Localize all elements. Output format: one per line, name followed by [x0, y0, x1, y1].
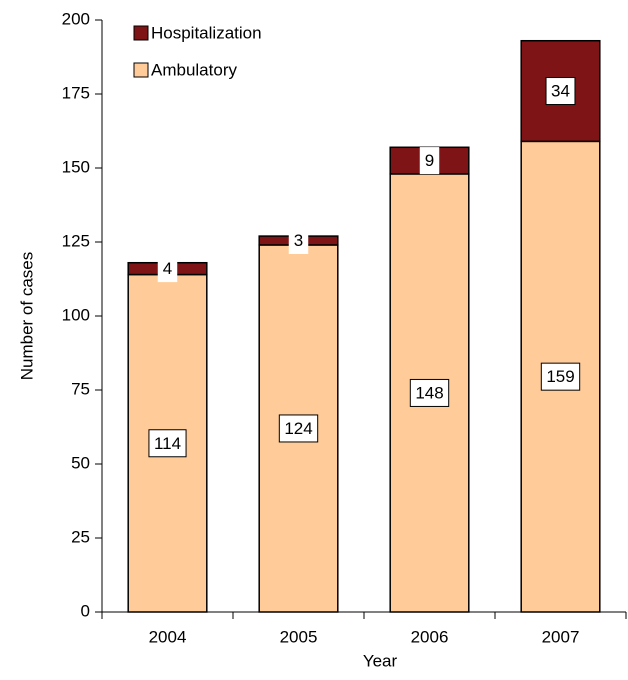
data-label: 124	[284, 419, 312, 438]
x-tick-label: 2004	[149, 627, 187, 646]
data-label-box	[540, 362, 581, 391]
y-tick-label: 75	[71, 379, 90, 398]
data-label: 114	[154, 434, 181, 453]
y-tick-label: 50	[71, 453, 90, 472]
y-tick-label: 125	[62, 231, 90, 250]
legend-swatch	[133, 62, 149, 78]
y-tick-label: 200	[62, 9, 90, 28]
data-label: 9	[425, 151, 434, 170]
y-tick-label: 100	[62, 305, 90, 324]
data-label-box	[419, 147, 440, 175]
data-label: 148	[415, 383, 443, 402]
y-tick-label: 0	[81, 601, 90, 620]
data-label-box	[288, 227, 309, 255]
legend-label: Ambulatory	[151, 60, 237, 79]
data-label: 34	[551, 82, 570, 101]
y-tick-label: 175	[62, 83, 90, 102]
y-tick-label: 25	[71, 527, 90, 546]
y-axis-label: Number of cases	[17, 252, 36, 381]
legend-swatch	[133, 25, 149, 41]
y-tick-label: 150	[62, 157, 90, 176]
x-tick-label: 2005	[280, 627, 318, 646]
x-axis-label: Year	[363, 651, 398, 670]
data-label: 159	[546, 367, 574, 386]
x-tick-label: 2007	[542, 627, 580, 646]
x-tick-label: 2006	[411, 627, 449, 646]
data-label-box	[157, 255, 178, 283]
data-label-box	[545, 77, 576, 106]
legend-label: Hospitalization	[151, 23, 262, 42]
data-label-box	[278, 414, 319, 443]
data-label: 3	[294, 231, 303, 250]
data-label: 4	[163, 259, 172, 278]
data-label-box	[148, 429, 187, 458]
data-label-box	[409, 378, 450, 407]
